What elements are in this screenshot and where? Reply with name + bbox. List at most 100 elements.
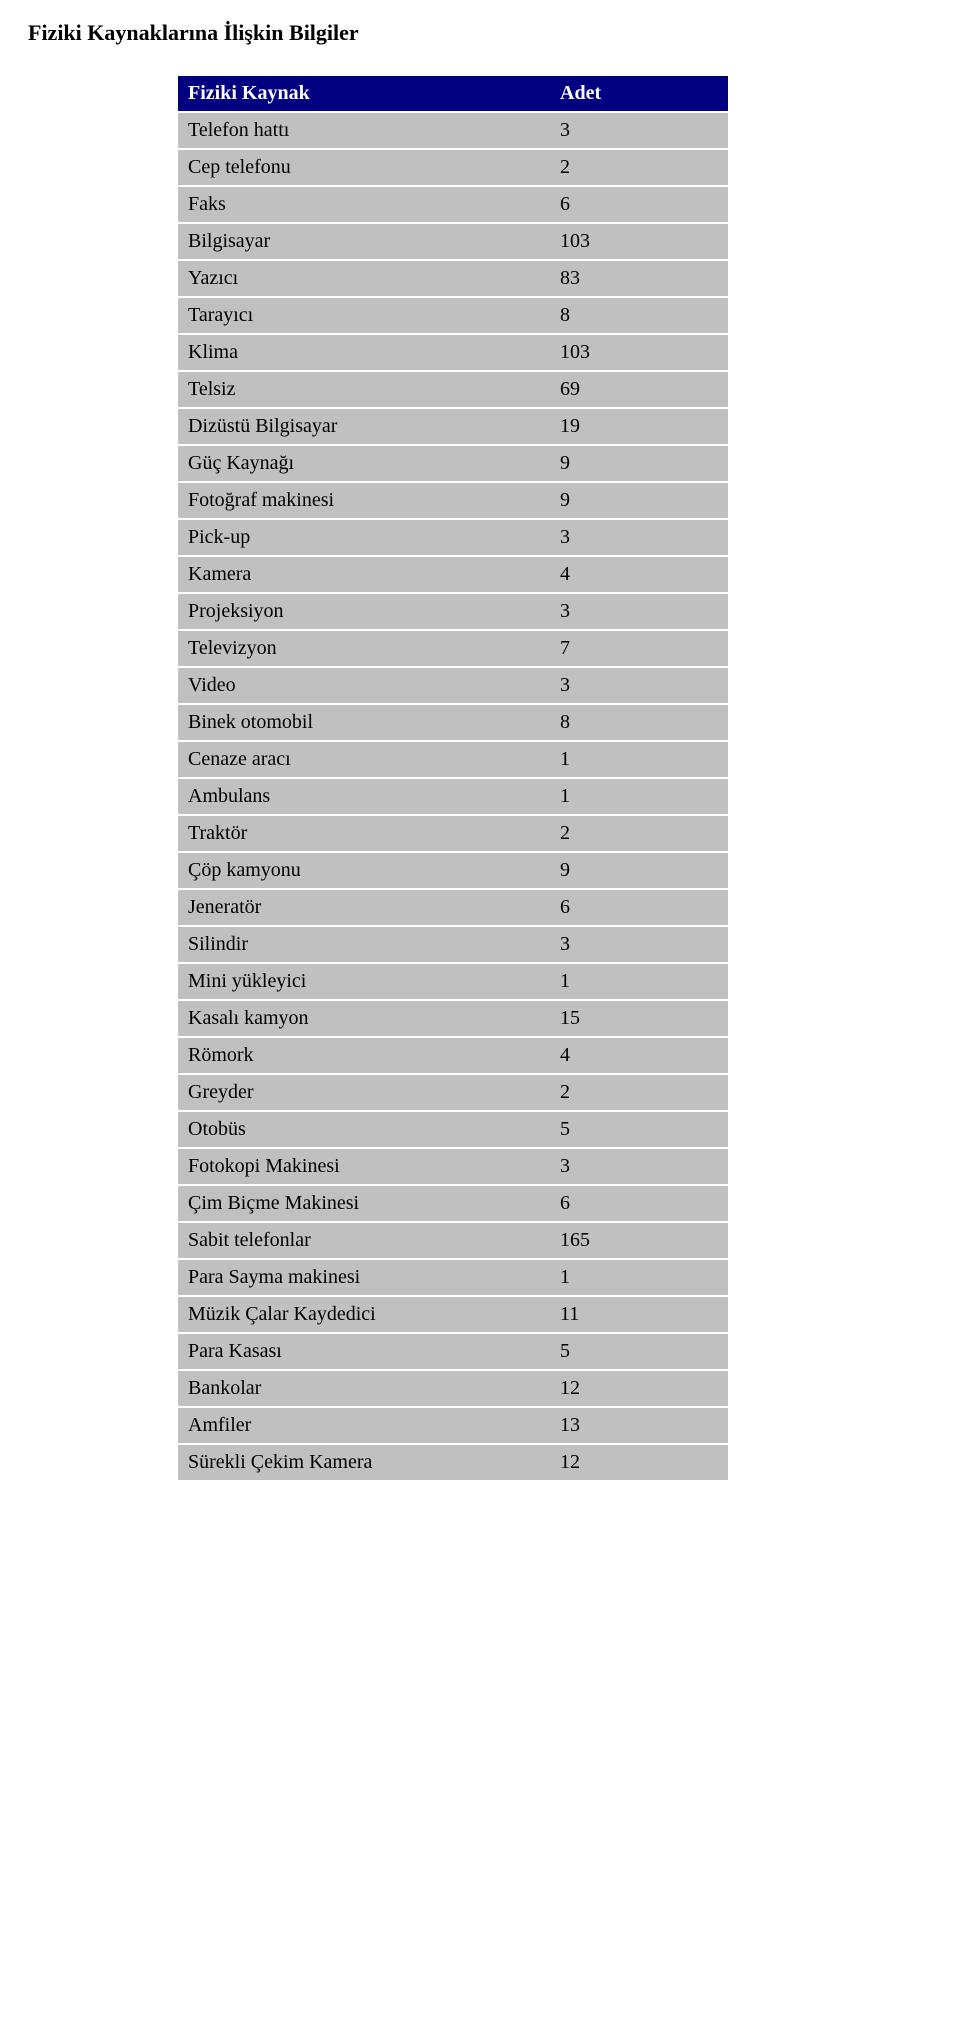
row-value: 103 <box>550 335 728 370</box>
row-label: Binek otomobil <box>178 705 550 740</box>
table-row: Cenaze aracı1 <box>178 742 728 777</box>
row-label: Video <box>178 668 550 703</box>
row-label: Jeneratör <box>178 890 550 925</box>
row-label: Güç Kaynağı <box>178 446 550 481</box>
row-value: 8 <box>550 298 728 333</box>
row-value: 6 <box>550 890 728 925</box>
row-label: Müzik Çalar Kaydedici <box>178 1297 550 1332</box>
row-value: 11 <box>550 1297 728 1332</box>
table-row: Dizüstü Bilgisayar19 <box>178 409 728 444</box>
table-row: Greyder2 <box>178 1075 728 1110</box>
table-row: Sabit telefonlar165 <box>178 1223 728 1258</box>
table-row: Pick-up3 <box>178 520 728 555</box>
row-value: 3 <box>550 1149 728 1184</box>
row-label: Bilgisayar <box>178 224 550 259</box>
table-row: Telsiz69 <box>178 372 728 407</box>
row-value: 9 <box>550 853 728 888</box>
row-value: 2 <box>550 816 728 851</box>
table-row: Amfiler13 <box>178 1408 728 1443</box>
row-value: 3 <box>550 520 728 555</box>
table-header-row: Fiziki Kaynak Adet <box>178 76 728 111</box>
row-label: Ambulans <box>178 779 550 814</box>
row-value: 2 <box>550 1075 728 1110</box>
table-row: Klima103 <box>178 335 728 370</box>
header-value: Adet <box>550 76 728 111</box>
row-value: 103 <box>550 224 728 259</box>
row-value: 12 <box>550 1445 728 1480</box>
table-row: Telefon hattı3 <box>178 113 728 148</box>
table-row: Güç Kaynağı9 <box>178 446 728 481</box>
row-label: Cenaze aracı <box>178 742 550 777</box>
row-label: Tarayıcı <box>178 298 550 333</box>
resources-table-wrapper: Fiziki Kaynak Adet Telefon hattı3Cep tel… <box>0 74 960 1482</box>
table-row: Binek otomobil8 <box>178 705 728 740</box>
row-value: 1 <box>550 779 728 814</box>
row-value: 9 <box>550 483 728 518</box>
table-row: Jeneratör6 <box>178 890 728 925</box>
table-row: Fotokopi Makinesi3 <box>178 1149 728 1184</box>
row-label: Telefon hattı <box>178 113 550 148</box>
row-value: 13 <box>550 1408 728 1443</box>
table-row: Faks6 <box>178 187 728 222</box>
row-value: 12 <box>550 1371 728 1406</box>
table-row: Tarayıcı8 <box>178 298 728 333</box>
table-row: Silindir3 <box>178 927 728 962</box>
row-value: 3 <box>550 927 728 962</box>
row-value: 165 <box>550 1223 728 1258</box>
row-label: Traktör <box>178 816 550 851</box>
table-row: Müzik Çalar Kaydedici11 <box>178 1297 728 1332</box>
table-row: Video3 <box>178 668 728 703</box>
row-label: Bankolar <box>178 1371 550 1406</box>
table-row: Otobüs5 <box>178 1112 728 1147</box>
row-label: Telsiz <box>178 372 550 407</box>
table-row: Kasalı kamyon15 <box>178 1001 728 1036</box>
row-label: Çöp kamyonu <box>178 853 550 888</box>
row-value: 3 <box>550 668 728 703</box>
row-label: Faks <box>178 187 550 222</box>
row-value: 1 <box>550 1260 728 1295</box>
row-value: 1 <box>550 742 728 777</box>
row-label: Dizüstü Bilgisayar <box>178 409 550 444</box>
table-row: Cep telefonu2 <box>178 150 728 185</box>
row-label: Römork <box>178 1038 550 1073</box>
table-row: Çöp kamyonu9 <box>178 853 728 888</box>
row-value: 4 <box>550 1038 728 1073</box>
row-label: Otobüs <box>178 1112 550 1147</box>
row-value: 83 <box>550 261 728 296</box>
row-label: Sabit telefonlar <box>178 1223 550 1258</box>
table-row: Römork4 <box>178 1038 728 1073</box>
table-row: Para Kasası5 <box>178 1334 728 1369</box>
row-label: Sürekli Çekim Kamera <box>178 1445 550 1480</box>
row-value: 2 <box>550 150 728 185</box>
row-label: Televizyon <box>178 631 550 666</box>
row-value: 9 <box>550 446 728 481</box>
table-row: Mini yükleyici1 <box>178 964 728 999</box>
row-value: 5 <box>550 1334 728 1369</box>
table-row: Bankolar12 <box>178 1371 728 1406</box>
table-row: Çim Biçme Makinesi6 <box>178 1186 728 1221</box>
row-label: Cep telefonu <box>178 150 550 185</box>
row-label: Çim Biçme Makinesi <box>178 1186 550 1221</box>
page-title: Fiziki Kaynaklarına İlişkin Bilgiler <box>0 20 960 46</box>
table-row: Traktör2 <box>178 816 728 851</box>
row-value: 3 <box>550 594 728 629</box>
row-label: Klima <box>178 335 550 370</box>
table-row: Para Sayma makinesi1 <box>178 1260 728 1295</box>
row-value: 1 <box>550 964 728 999</box>
row-label: Pick-up <box>178 520 550 555</box>
table-row: Ambulans1 <box>178 779 728 814</box>
table-row: Fotoğraf makinesi9 <box>178 483 728 518</box>
row-value: 6 <box>550 1186 728 1221</box>
table-row: Bilgisayar103 <box>178 224 728 259</box>
row-value: 5 <box>550 1112 728 1147</box>
row-label: Kamera <box>178 557 550 592</box>
row-label: Amfiler <box>178 1408 550 1443</box>
row-label: Silindir <box>178 927 550 962</box>
row-label: Fotoğraf makinesi <box>178 483 550 518</box>
row-label: Para Kasası <box>178 1334 550 1369</box>
table-row: Kamera4 <box>178 557 728 592</box>
row-label: Kasalı kamyon <box>178 1001 550 1036</box>
row-value: 8 <box>550 705 728 740</box>
row-label: Fotokopi Makinesi <box>178 1149 550 1184</box>
table-row: Yazıcı83 <box>178 261 728 296</box>
